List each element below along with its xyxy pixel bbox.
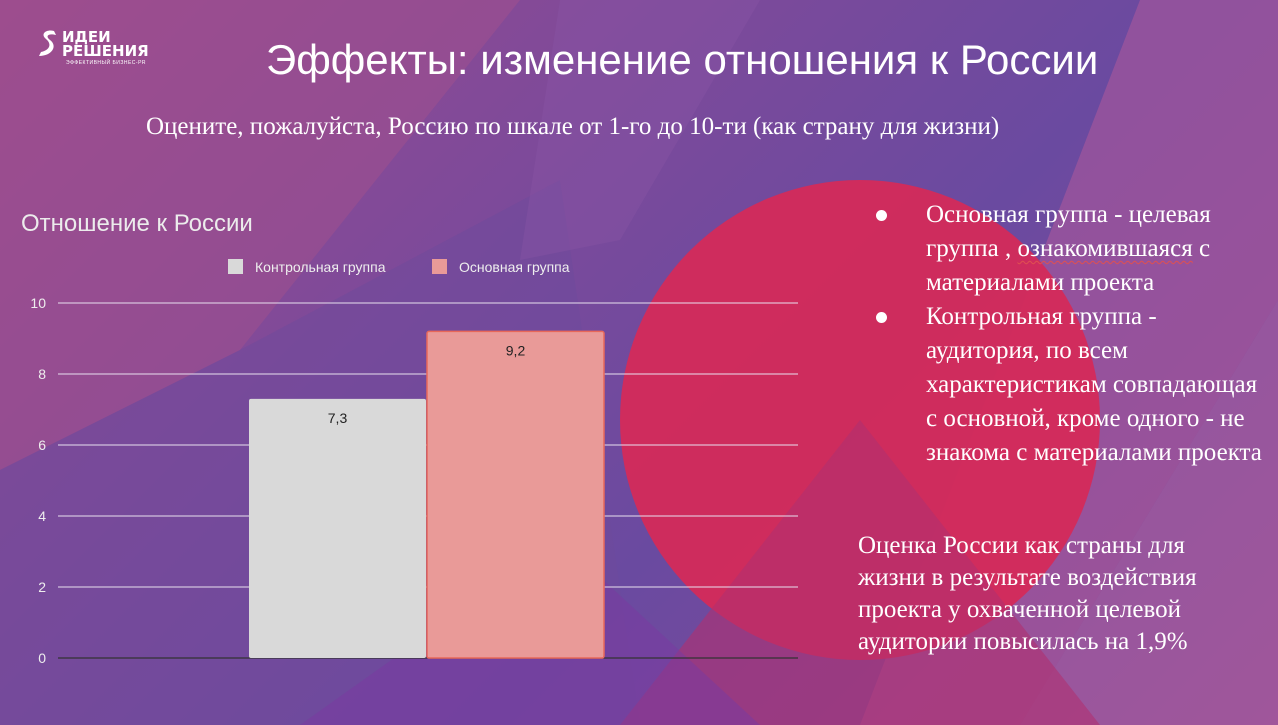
chart-y-tick-label: 6 — [38, 437, 46, 453]
page-title: Эффекты: изменение отношения к России — [266, 36, 1099, 83]
chart-data-label: 7,3 — [328, 410, 348, 426]
chart-bar-control-group — [249, 398, 426, 658]
legend-swatch — [432, 259, 447, 274]
logo-line1: ИДЕИ — [62, 28, 111, 46]
chart-bar-main-group — [426, 330, 605, 659]
page-subtitle: Оцените, пожалуйста, Россию по шкале от … — [146, 113, 1000, 140]
legend-label: Основная группа — [459, 259, 570, 275]
bullet-text-before: Основная группа - целевая группа , — [926, 201, 1211, 262]
bullet-dot-icon — [876, 312, 887, 323]
chart-bars: 7,3 9,2 — [249, 330, 605, 659]
chart-title: Отношение к России — [21, 210, 253, 237]
legend-swatch — [228, 259, 243, 274]
chart-data-label: 9,2 — [506, 342, 526, 358]
logo: ИДЕИ РЕШЕНИЯ ЭФФЕКТИВНЫЙ БИЗНЕС-PR — [36, 28, 156, 68]
bullet-dot-icon — [876, 210, 887, 221]
bullet-item-control-group: Контрольная группа - аудитория, по всем … — [872, 300, 1262, 470]
chart-y-tick-label: 8 — [38, 366, 46, 382]
chart-y-tick-label: 2 — [38, 579, 46, 595]
logo-line2: РЕШЕНИЯ — [62, 42, 149, 60]
chart-y-tick-label: 0 — [38, 650, 46, 666]
legend-label: Контрольная группа — [255, 259, 386, 275]
chart-y-tick-label: 4 — [38, 508, 46, 524]
logo-tagline: ЭФФЕКТИВНЫЙ БИЗНЕС-PR — [66, 60, 147, 66]
chart-y-ticks: 0 2 4 6 8 10 — [30, 295, 46, 666]
bullet-text-after: с материалами проекта — [926, 235, 1211, 296]
chart-legend: Контрольная группа Основная группа — [228, 259, 570, 275]
summary-text: Оценка России как страны для жизни в рез… — [858, 532, 1197, 655]
bullet-text: Контрольная группа - аудитория, по всем … — [926, 303, 1262, 466]
bullet-list: Основная группа - целевая группа , ознак… — [872, 198, 1262, 470]
bullet-item-main-group: Основная группа - целевая группа , ознак… — [872, 198, 1262, 300]
bullet-highlight-word: ознакомившаяся — [1017, 235, 1193, 262]
chart-y-tick-label: 10 — [30, 295, 46, 311]
logo-mark-icon — [39, 30, 56, 56]
